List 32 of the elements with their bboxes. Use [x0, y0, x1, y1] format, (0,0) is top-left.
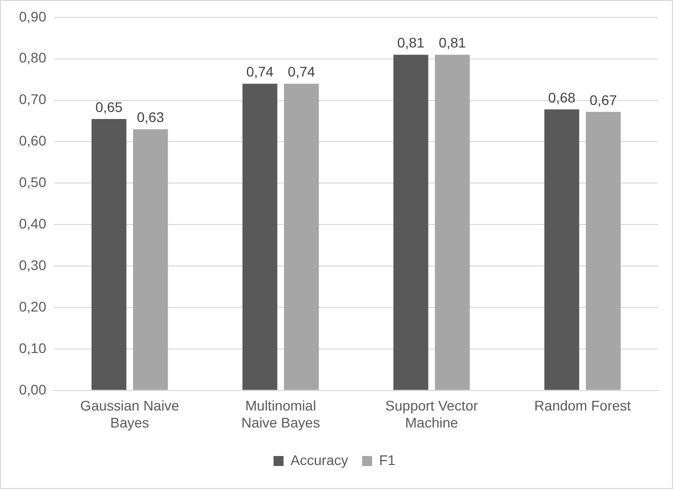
legend-label: F1 — [379, 452, 396, 468]
y-tick-label: 0,40 — [19, 215, 46, 232]
bar — [92, 118, 126, 390]
bar — [133, 129, 168, 390]
x-tick-label: Multinomial Naive Bayes — [241, 398, 320, 430]
data-label: 0,74 — [246, 64, 274, 80]
x-tick-label: Random Forest — [534, 398, 631, 414]
x-tick-label: Gaussian Naive Bayes — [80, 398, 180, 430]
data-label: 0,68 — [548, 89, 576, 106]
y-tick-label: 0,80 — [19, 50, 46, 66]
y-tick-label: 0,50 — [19, 174, 46, 190]
bar — [242, 84, 278, 390]
data-label: 0,74 — [288, 64, 316, 80]
y-tick-label: 0,00 — [19, 381, 46, 398]
y-tick-label: 0,30 — [19, 256, 46, 273]
y-tick-label: 0,20 — [19, 298, 46, 314]
data-label: 0,65 — [95, 98, 123, 115]
y-tick-label: 0,70 — [19, 91, 46, 108]
data-label: 0,81 — [438, 34, 466, 51]
data-label: 0,63 — [136, 109, 164, 126]
y-tick-label: 0,60 — [19, 132, 46, 149]
y-tick-label: 0,10 — [19, 340, 46, 356]
legend-label: Accuracy — [290, 452, 348, 468]
y-tick-label: 0,90 — [19, 8, 46, 24]
bar — [284, 84, 319, 390]
data-label: 0,67 — [590, 92, 618, 108]
bar — [544, 109, 580, 390]
x-tick-label: Support Vector Machine — [385, 398, 478, 430]
bar — [434, 54, 470, 390]
bar — [586, 112, 621, 390]
data-label: 0,81 — [397, 34, 425, 51]
bar — [393, 54, 428, 390]
